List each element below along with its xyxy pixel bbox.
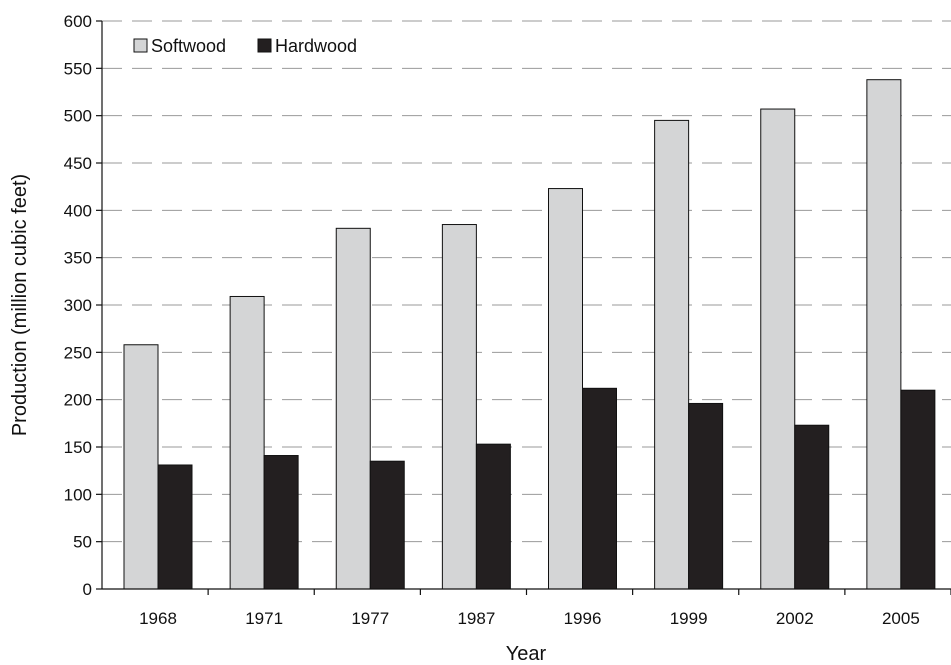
bar-hardwood-2005 bbox=[900, 389, 936, 590]
y-tick-label: 400 bbox=[64, 201, 92, 220]
x-tick-label: 2002 bbox=[776, 609, 814, 628]
bars bbox=[123, 79, 936, 590]
bar-softwood-1971 bbox=[229, 295, 265, 590]
bar-hardwood-1987 bbox=[475, 443, 511, 590]
y-axis-ticks: 0 50 100 150 200 250 300 350 400 450 500 550 600 bbox=[64, 12, 102, 599]
y-tick-label: 550 bbox=[64, 59, 92, 78]
bar-softwood-1999 bbox=[654, 119, 690, 590]
x-tick-label: 1971 bbox=[245, 609, 283, 628]
y-tick-label: 0 bbox=[83, 580, 92, 599]
y-tick-label: 250 bbox=[64, 343, 92, 362]
x-tick-label: 1999 bbox=[670, 609, 708, 628]
x-axis-ticks: 1968 1971 1977 1987 1996 1999 2002 2005 bbox=[139, 589, 951, 628]
legend-label-hardwood: Hardwood bbox=[275, 36, 357, 56]
y-tick-label: 150 bbox=[64, 438, 92, 457]
y-tick-label: 100 bbox=[64, 485, 92, 504]
y-tick-label: 600 bbox=[64, 12, 92, 31]
x-tick-label: 1977 bbox=[351, 609, 389, 628]
x-tick-label: 1987 bbox=[457, 609, 495, 628]
bar-hardwood-1968 bbox=[157, 464, 193, 590]
legend: Softwood Hardwood bbox=[133, 36, 357, 56]
bar-softwood-2005 bbox=[866, 79, 902, 590]
x-tick-label: 1968 bbox=[139, 609, 177, 628]
bar-softwood-2002 bbox=[760, 108, 796, 590]
x-tick-label: 1996 bbox=[564, 609, 602, 628]
bar-hardwood-2002 bbox=[794, 424, 830, 590]
y-axis-title: Production (million cubic feet) bbox=[9, 174, 31, 436]
legend-swatch-hardwood bbox=[257, 38, 272, 53]
x-axis-title: Year bbox=[506, 643, 547, 665]
legend-label-softwood: Softwood bbox=[151, 36, 226, 56]
bar-hardwood-1999 bbox=[688, 402, 724, 590]
y-tick-label: 200 bbox=[64, 391, 92, 410]
bar-softwood-1987 bbox=[441, 224, 477, 590]
bar-hardwood-1996 bbox=[582, 387, 617, 590]
bar-hardwood-1971 bbox=[263, 455, 299, 590]
y-tick-label: 450 bbox=[64, 154, 92, 173]
bar-softwood-1977 bbox=[335, 227, 371, 590]
y-tick-label: 300 bbox=[64, 296, 92, 315]
bar-softwood-1996 bbox=[548, 188, 583, 590]
bar-softwood-1968 bbox=[123, 344, 159, 590]
legend-swatch-softwood bbox=[133, 38, 148, 53]
bar-hardwood-1977 bbox=[369, 460, 405, 590]
y-tick-label: 350 bbox=[64, 249, 92, 268]
y-tick-label: 50 bbox=[73, 533, 92, 552]
y-tick-label: 500 bbox=[64, 107, 92, 126]
x-tick-label: 2005 bbox=[882, 609, 920, 628]
